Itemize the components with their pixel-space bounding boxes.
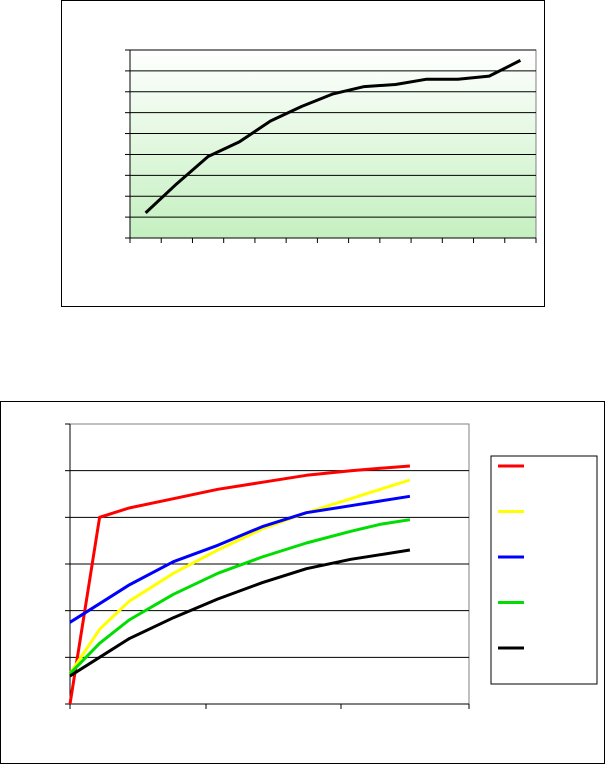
series-line-0 [68,464,411,705]
series-line-3 [68,518,411,675]
chart-2-legend [490,455,598,685]
chart-1-y-axis [125,49,131,239]
series-line-1 [68,478,411,675]
chart-2-x-axis [69,703,470,709]
chart-2 [0,401,605,764]
chart-1-series [144,59,522,214]
chart-2-legend-entries [498,464,524,650]
chart-1-plot-area [129,49,537,239]
series-line-4 [69,548,411,678]
series-line-0 [144,59,522,214]
chart-1-x-axis [129,237,537,243]
series-line-2 [69,494,411,624]
chart-2-series [68,464,411,705]
chart-2-gridlines [70,470,469,658]
chart-1-gridlines [130,49,536,218]
chart-1 [61,0,545,307]
chart-2-y-axis [65,423,71,705]
